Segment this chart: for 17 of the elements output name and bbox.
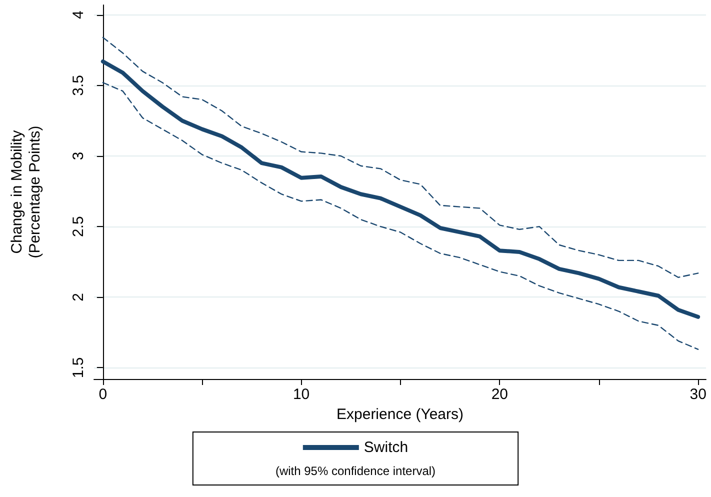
x-tick-label: 0 [98, 386, 108, 403]
x-tick-label: 10 [292, 386, 310, 403]
y-tick-label: 2.5 [70, 216, 87, 238]
y-tick-label: 2 [70, 292, 87, 302]
text: (with 95% confidence interval) [275, 464, 436, 478]
x-tick-label: 30 [690, 386, 706, 403]
x-axis-title: Experience (Years) [336, 406, 464, 423]
line-series [102, 82, 699, 350]
y-tick-label: 3.5 [70, 75, 87, 96]
line-series [102, 36, 699, 278]
line-series [100, 59, 700, 319]
y-tick-label: 1.5 [70, 357, 87, 378]
y-tick-label: 3 [70, 152, 87, 160]
x-tick-label: 20 [491, 386, 508, 403]
y-tick-label: 4 [70, 10, 87, 20]
y-axis-title: Change in Mobility (Percentage Points) [8, 126, 44, 258]
legend-label: Switch [364, 439, 408, 456]
